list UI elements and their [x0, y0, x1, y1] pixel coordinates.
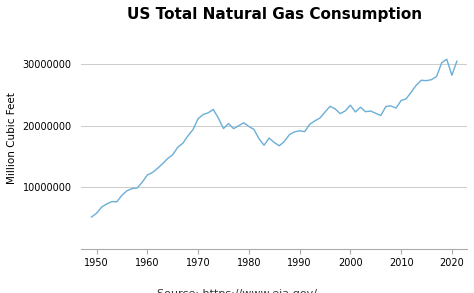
Title: US Total Natural Gas Consumption: US Total Natural Gas Consumption [127, 7, 422, 22]
Y-axis label: Million Cubic Feet: Million Cubic Feet [7, 92, 17, 184]
Text: Source: https://www.eia.gov/: Source: https://www.eia.gov/ [157, 289, 317, 293]
